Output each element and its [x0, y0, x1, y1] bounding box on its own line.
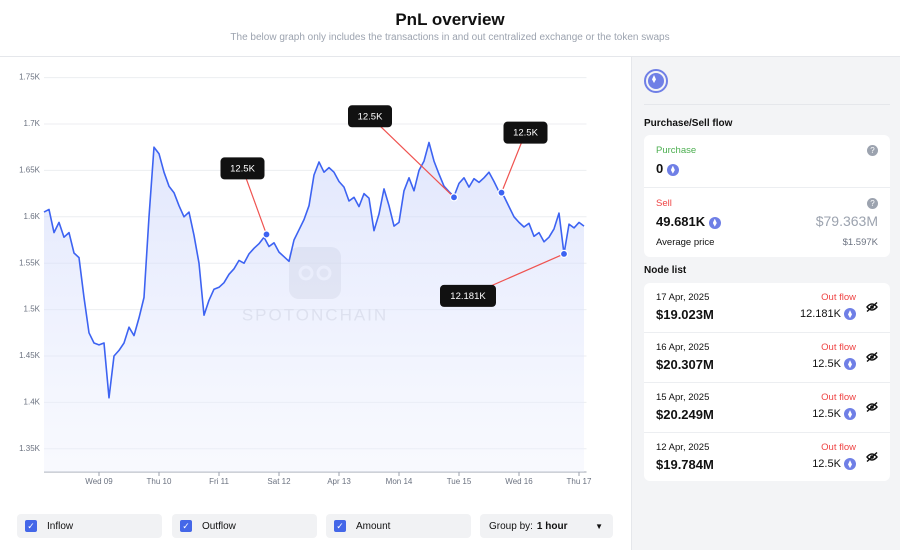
callout-box [440, 284, 496, 307]
header: PnL overview The below graph only includ… [0, 0, 900, 57]
callout-label: 12.5K [513, 128, 538, 139]
callout-box [220, 157, 265, 180]
node-direction: Out flow [821, 392, 856, 403]
node-amount: 12.181K [799, 308, 856, 321]
page-subtitle: The below graph only includes the transa… [230, 32, 670, 43]
node-amount: 12.5K [812, 458, 856, 471]
x-tick-label: Apr 13 [327, 477, 351, 486]
x-tick-label: Mon 14 [386, 477, 413, 486]
amount: 12.5K [812, 408, 841, 420]
y-tick-label: 1.55K [19, 258, 41, 267]
hide-icon[interactable] [866, 352, 878, 362]
y-tick-label: 1.65K [19, 165, 41, 174]
divider [644, 187, 890, 188]
line [43, 141, 585, 399]
average-price-label: Average price [656, 237, 715, 248]
chart: 1.35K 1.4K 1.45K 1.5K 1.55K 1.6K 1.65K 1.7K 1.75… [19, 73, 592, 486]
purchase-label: Purchase [656, 145, 697, 156]
callout-line [369, 115, 455, 198]
sidebar: Purchase/Sell flow Purchase ? 0 Sell ? 4… [631, 57, 900, 550]
node-row: 15 Apr, 2025 $20.249M Out flow 12.5K [644, 383, 890, 433]
checkbox-label: Amount [356, 520, 391, 532]
annotation-point [262, 230, 271, 239]
inflow-toggle[interactable]: ✓ Inflow [17, 514, 162, 538]
section-title: Node list [644, 265, 687, 276]
node-direction: Out flow [821, 442, 856, 453]
node-usd: $19.023M [656, 307, 714, 322]
sell-label: Sell [656, 198, 672, 209]
dropdown-arrow: ▼ [595, 521, 603, 531]
y-tick-label: 1.7K [24, 119, 41, 128]
node-list: 17 Apr, 2025 $19.023M Out flow 12.181K 16 A… [644, 283, 890, 481]
help-icon[interactable]: ? [867, 145, 878, 156]
purchase-amount: 0 [656, 161, 679, 176]
token-icon [644, 69, 668, 93]
amount-toggle[interactable]: ✓ Amount [326, 514, 471, 538]
amount: 12.5K [812, 358, 841, 370]
node-row: 17 Apr, 2025 $19.023M Out flow 12.181K [644, 283, 890, 333]
checkbox[interactable]: ✓ [334, 520, 346, 532]
x-tick-label: Wed 09 [85, 477, 113, 486]
checkbox-label: Outflow [202, 520, 236, 532]
page-title: PnL overview [395, 10, 505, 29]
y-tick-label: 1.45K [19, 351, 41, 360]
callout-box [348, 105, 392, 128]
node-usd: $20.307M [656, 357, 714, 372]
amount: 12.5K [812, 458, 841, 470]
annotation-point [449, 193, 459, 202]
hide-icon[interactable] [866, 302, 878, 312]
checkbox[interactable]: ✓ [25, 520, 37, 532]
x-tick-label: Thu 17 [567, 477, 592, 486]
x-tick-label: Sat 12 [267, 477, 291, 486]
node-direction: Out flow [821, 292, 856, 303]
help-icon[interactable]: ? [867, 198, 878, 209]
node-usd: $20.249M [656, 407, 714, 422]
y-tick-label: 1.4K [24, 398, 41, 407]
node-amount: 12.5K [812, 408, 856, 421]
node-date: 17 Apr, 2025 [656, 292, 710, 303]
sell-usd: $79.363M [815, 213, 878, 229]
node-date: 12 Apr, 2025 [656, 442, 710, 453]
x-tick-label: Wed 16 [505, 477, 533, 486]
callout-label: 12.181K [450, 291, 486, 302]
node-row: 12 Apr, 2025 $19.784M Out flow 12.5K [644, 433, 890, 483]
sell-amount: 49.681K [656, 214, 721, 229]
area [44, 142, 584, 472]
hide-icon[interactable] [866, 452, 878, 462]
y-tick-label: 1.6K [24, 212, 41, 221]
node-row: 16 Apr, 2025 $20.307M Out flow 12.5K [644, 333, 890, 383]
annotation-point [497, 188, 506, 197]
callout-label: 12.5K [230, 163, 255, 174]
average-price: $1.597K [842, 237, 878, 248]
divider [644, 104, 890, 105]
node-amount: 12.5K [812, 358, 856, 371]
x-tick-label: Thu 10 [147, 477, 172, 486]
callout-box [503, 121, 548, 144]
group-by-value: 1 hour [536, 520, 568, 532]
hide-icon[interactable] [866, 402, 878, 412]
group-by-label: Group by: [489, 520, 533, 532]
x-tick-label: Fri 11 [209, 477, 229, 486]
node-date: 16 Apr, 2025 [656, 342, 710, 353]
amount: 49.681K [656, 214, 706, 229]
node-direction: Out flow [821, 342, 856, 353]
node-usd: $19.784M [656, 457, 714, 472]
y-tick-label: 1.75K [19, 73, 41, 82]
outflow-toggle[interactable]: ✓ Outflow [172, 514, 317, 538]
section-title: Purchase/Sell flow [644, 118, 733, 129]
checkbox[interactable]: ✓ [180, 520, 192, 532]
amount: 0 [656, 161, 664, 176]
amount: 12.181K [799, 308, 841, 320]
flow-card: Purchase ? 0 Sell ? 49.681K $79.363M Ave… [644, 135, 890, 257]
callout-label: 12.5K [358, 111, 383, 122]
x-tick-label: Tue 15 [447, 477, 472, 486]
y-tick-label: 1.35K [19, 444, 41, 453]
group-by-select[interactable]: Group by: 1 hour ▼ [480, 514, 613, 538]
node-date: 15 Apr, 2025 [656, 392, 710, 403]
y-tick-label: 1.5K [24, 305, 41, 314]
annotation-point [559, 249, 569, 259]
checkbox-label: Inflow [47, 520, 74, 532]
